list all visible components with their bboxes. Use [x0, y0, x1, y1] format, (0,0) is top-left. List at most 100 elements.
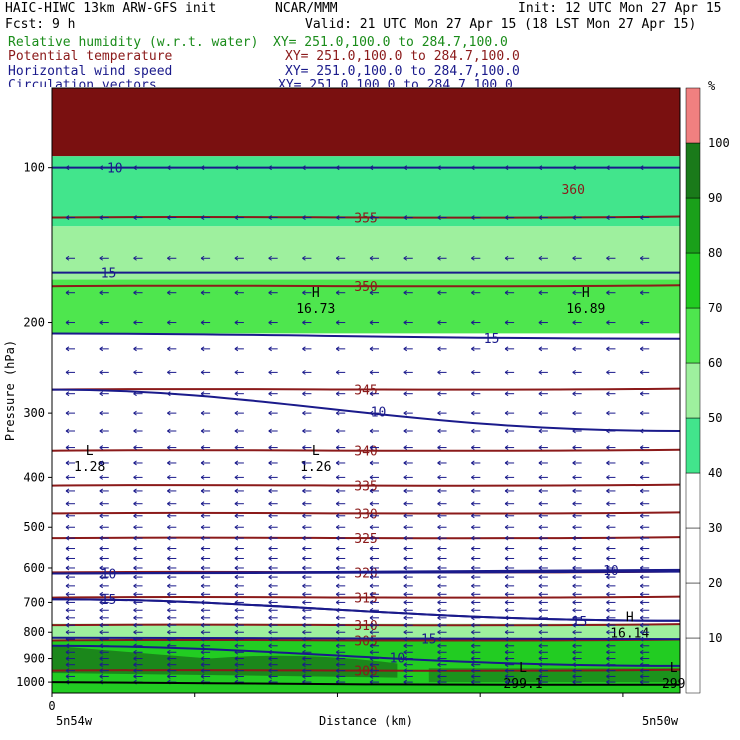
vector-arrow [369, 656, 379, 661]
vector-arrow [65, 215, 75, 220]
vector-arrow [403, 535, 413, 541]
vector-arrow [200, 215, 211, 220]
vector-head [572, 599, 576, 605]
vector-head [538, 565, 543, 571]
vector-arrow [99, 290, 109, 296]
vector-head [437, 445, 441, 450]
y-tick-label-1000: 1000 [16, 675, 45, 689]
vector-arrow [369, 599, 379, 605]
vector-head [572, 668, 576, 674]
vector-arrow [268, 165, 278, 171]
vector-head [200, 556, 205, 561]
vector-arrow [200, 591, 211, 597]
vector-arrow [606, 255, 616, 261]
vector-head [572, 629, 576, 635]
vector-arrow [606, 662, 616, 668]
vector-arrow [167, 607, 177, 613]
vector-head [268, 565, 272, 571]
vector-head [538, 524, 543, 530]
vector-arrow [437, 460, 447, 466]
vector-arrow [369, 668, 379, 674]
vector-head [572, 391, 576, 397]
vector-arrow [234, 445, 244, 450]
vector-head [403, 556, 408, 561]
vector-arrow [538, 346, 548, 352]
vector-arrow [167, 215, 177, 220]
vector-head [65, 474, 70, 480]
vector-head [639, 622, 644, 628]
vector-head [606, 501, 610, 507]
vector-head [538, 165, 543, 171]
vector-arrow [403, 255, 413, 261]
speed-label-2: 15 [101, 267, 117, 282]
vector-head [335, 574, 340, 580]
x-axis-label: Distance (km) [319, 714, 413, 728]
vector-head [200, 622, 205, 628]
vector-head [99, 583, 104, 589]
vector-head [335, 320, 340, 325]
vector-head [234, 662, 239, 668]
vector-head [606, 215, 610, 220]
vector-head [471, 599, 475, 605]
vector-head [200, 346, 205, 352]
vector-arrow [403, 629, 413, 635]
vector-arrow [403, 636, 413, 642]
marker-value-1: 16.89 [566, 302, 605, 317]
vector-arrow [167, 445, 177, 450]
vector-head [403, 460, 408, 466]
vector-arrow [437, 215, 447, 220]
vector-arrow [200, 656, 211, 661]
header-forecast: Fcst: 9 h [5, 17, 76, 32]
y-tick-label-800: 800 [23, 625, 45, 639]
vector-arrow [572, 215, 582, 220]
vector-arrow [639, 622, 650, 628]
vector-arrow [538, 668, 548, 674]
vector-head [200, 513, 205, 519]
vector-head [335, 215, 340, 220]
vector-arrow [538, 674, 548, 679]
vector-head [369, 410, 374, 416]
vector-head [302, 615, 306, 621]
vector-arrow [572, 574, 582, 580]
vector-arrow [133, 501, 143, 507]
vector-head [437, 607, 441, 613]
vector-head [234, 656, 239, 661]
vector-head [167, 574, 171, 580]
vector-head [302, 574, 306, 580]
vector-head [302, 556, 306, 561]
vector-arrow [606, 501, 616, 507]
vector-arrow [133, 165, 143, 171]
vector-arrow [167, 391, 177, 397]
vector-arrow [403, 556, 413, 561]
vector-head [504, 674, 509, 679]
vector-head [639, 535, 644, 541]
vector-head [268, 668, 272, 674]
vector-head [302, 565, 306, 571]
vector-head [403, 629, 408, 635]
vector-arrow [403, 474, 413, 480]
vector-arrow [639, 607, 650, 613]
rh-patch-moist-east [428, 668, 680, 683]
vector-arrow [99, 662, 109, 668]
vector-head [65, 320, 70, 325]
vector-head [200, 674, 205, 679]
vector-head [369, 643, 374, 649]
colorbar-segment-2 [685, 527, 701, 584]
theta-label-300: 300 [354, 665, 377, 680]
vector-head [133, 513, 137, 519]
vector-arrow [335, 656, 346, 661]
vector-head [471, 513, 475, 519]
vector-head [471, 656, 475, 661]
vector-head [403, 474, 408, 480]
vector-arrow [234, 410, 244, 416]
vector-head [538, 369, 543, 375]
vector-head [167, 428, 171, 434]
marker-value-4: 16.14 [610, 626, 649, 641]
vector-arrow [133, 556, 143, 561]
vector-arrow [572, 662, 582, 668]
vector-arrow [538, 629, 548, 635]
vector-head [369, 445, 374, 450]
vector-arrow [234, 290, 244, 296]
vector-arrow [572, 656, 582, 661]
vector-head [437, 574, 441, 580]
